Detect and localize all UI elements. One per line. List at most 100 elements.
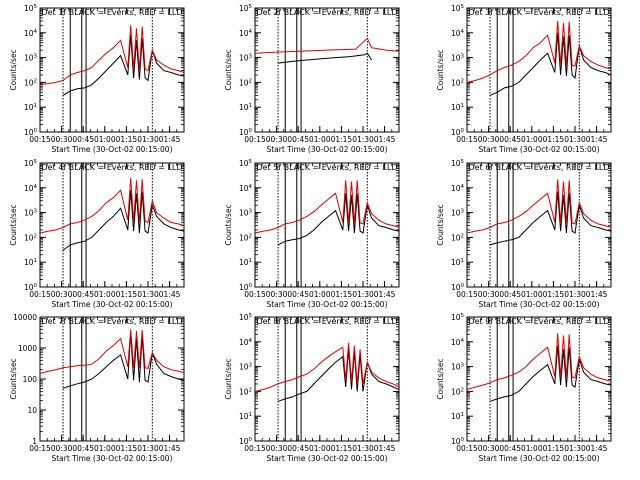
y-tick-label: 101: [451, 103, 464, 112]
y-tick-label: 102: [451, 233, 464, 242]
y-axis-label: Counts/sec: [224, 49, 233, 90]
x-tick-label: 01:30: [352, 290, 374, 299]
x-tick-label: 01:45: [374, 444, 396, 453]
x-tick-label: 00:45: [499, 290, 521, 299]
y-tick-label: 103: [451, 363, 465, 372]
y-axis-label: Counts/sec: [9, 49, 18, 90]
x-tick-label: 01:00: [521, 135, 543, 144]
x-tick-label: 00:15: [244, 444, 266, 453]
y-tick-label: 103: [239, 54, 253, 63]
x-tick-label: 00:45: [72, 135, 94, 144]
x-tick-label: 01:30: [137, 444, 159, 453]
series-line-lld: [466, 333, 612, 390]
x-tick-label: 00:30: [266, 290, 288, 299]
panel-title: Det 3f BLACK = Events, RED = LLD: [468, 8, 609, 17]
panel-title: Det 1f BLACK = Events, RED = LLD: [41, 8, 182, 17]
x-tick-label: 01:45: [159, 135, 181, 144]
panel-title: Det 4f BLACK = Events, RED = LLD: [41, 163, 182, 172]
x-tick-label: 01:15: [543, 290, 565, 299]
x-tick-label: 01:15: [331, 444, 353, 453]
x-tick-label: 01:45: [159, 290, 181, 299]
x-tick-label: 00:45: [287, 135, 309, 144]
x-tick-label: 00:30: [266, 135, 288, 144]
x-tick-label: 00:15: [456, 290, 478, 299]
plot-frame: [254, 162, 400, 288]
series-line-lld: [39, 329, 185, 374]
y-tick-label: 102: [239, 78, 252, 87]
y-axis-label: Counts/sec: [224, 204, 233, 245]
y-tick-label: 1000: [18, 344, 37, 353]
series-line-lld: [466, 179, 612, 234]
x-tick-label: 01:30: [352, 135, 374, 144]
y-tick-label: 102: [239, 233, 252, 242]
series-line-lld: [39, 25, 185, 86]
y-tick-label: 104: [451, 184, 465, 193]
x-tick-label: 01:30: [564, 290, 586, 299]
chart-panel-7: 1 10 100 1000 10000 00:15 00:30 00:45 01:00 01:15…: [9, 313, 185, 463]
x-axis-label: Start Time (30-Oct-02 00:15:00): [51, 300, 172, 309]
y-tick-label: 102: [24, 78, 37, 87]
x-tick-label: 00:15: [29, 444, 51, 453]
x-tick-label: 00:45: [287, 444, 309, 453]
y-axis-label: Counts/sec: [9, 204, 18, 245]
x-tick-label: 01:45: [374, 290, 396, 299]
series-line-events: [489, 191, 612, 246]
x-tick-label: 01:15: [331, 290, 353, 299]
y-tick-label: 100: [451, 283, 465, 292]
plot-frame: [466, 7, 612, 133]
panel-title: Det 5f BLACK = Events, RED = LLD: [256, 163, 397, 172]
x-tick-label: 01:00: [309, 290, 331, 299]
plot-frame: [254, 7, 400, 133]
y-tick-label: 101: [239, 412, 252, 421]
y-tick-label: 101: [24, 103, 37, 112]
series-line-events: [277, 349, 400, 402]
y-tick-label: 100: [24, 128, 38, 137]
y-tick-label: 103: [451, 54, 465, 63]
series-line-lld: [254, 342, 400, 392]
y-axis-label: Counts/sec: [436, 49, 445, 90]
x-tick-label: 01:30: [564, 135, 586, 144]
y-tick-label: 105: [24, 4, 38, 13]
x-tick-label: 01:00: [309, 444, 331, 453]
x-axis-label: Start Time (30-Oct-02 00:15:00): [478, 145, 599, 154]
x-tick-label: 01:00: [94, 135, 116, 144]
y-tick-label: 103: [239, 209, 253, 218]
y-tick-label: 102: [451, 78, 464, 87]
y-tick-label: 103: [239, 363, 253, 372]
x-tick-label: 01:15: [116, 135, 138, 144]
x-tick-label: 01:45: [586, 135, 608, 144]
x-axis-label: Start Time (30-Oct-02 00:15:00): [478, 300, 599, 309]
y-tick-label: 101: [451, 258, 464, 267]
y-tick-label: 104: [451, 29, 465, 38]
x-tick-label: 00:30: [266, 444, 288, 453]
series-line-events: [489, 345, 612, 402]
y-tick-label: 101: [451, 412, 464, 421]
y-tick-label: 105: [451, 159, 465, 168]
x-tick-label: 00:30: [51, 444, 73, 453]
x-tick-label: 01:30: [352, 444, 374, 453]
x-tick-label: 01:30: [564, 444, 586, 453]
x-tick-label: 01:15: [331, 135, 353, 144]
x-tick-label: 01:15: [116, 444, 138, 453]
y-tick-label: 105: [451, 313, 465, 322]
panel-title: Det 9f BLACK = Events, RED = LLD: [468, 317, 609, 326]
x-tick-label: 00:15: [29, 290, 51, 299]
x-axis-label: Start Time (30-Oct-02 00:15:00): [266, 145, 387, 154]
x-tick-label: 00:15: [244, 290, 266, 299]
series-line-lld: [466, 20, 612, 83]
x-tick-label: 01:15: [543, 135, 565, 144]
x-tick-label: 01:45: [586, 290, 608, 299]
series-line-lld: [254, 37, 400, 54]
x-tick-label: 00:45: [287, 290, 309, 299]
x-tick-label: 00:30: [51, 290, 73, 299]
y-tick-label: 102: [24, 233, 37, 242]
plot-frame: [39, 7, 185, 133]
x-axis-label: Start Time (30-Oct-02 00:15:00): [478, 454, 599, 463]
x-tick-label: 00:15: [244, 135, 266, 144]
